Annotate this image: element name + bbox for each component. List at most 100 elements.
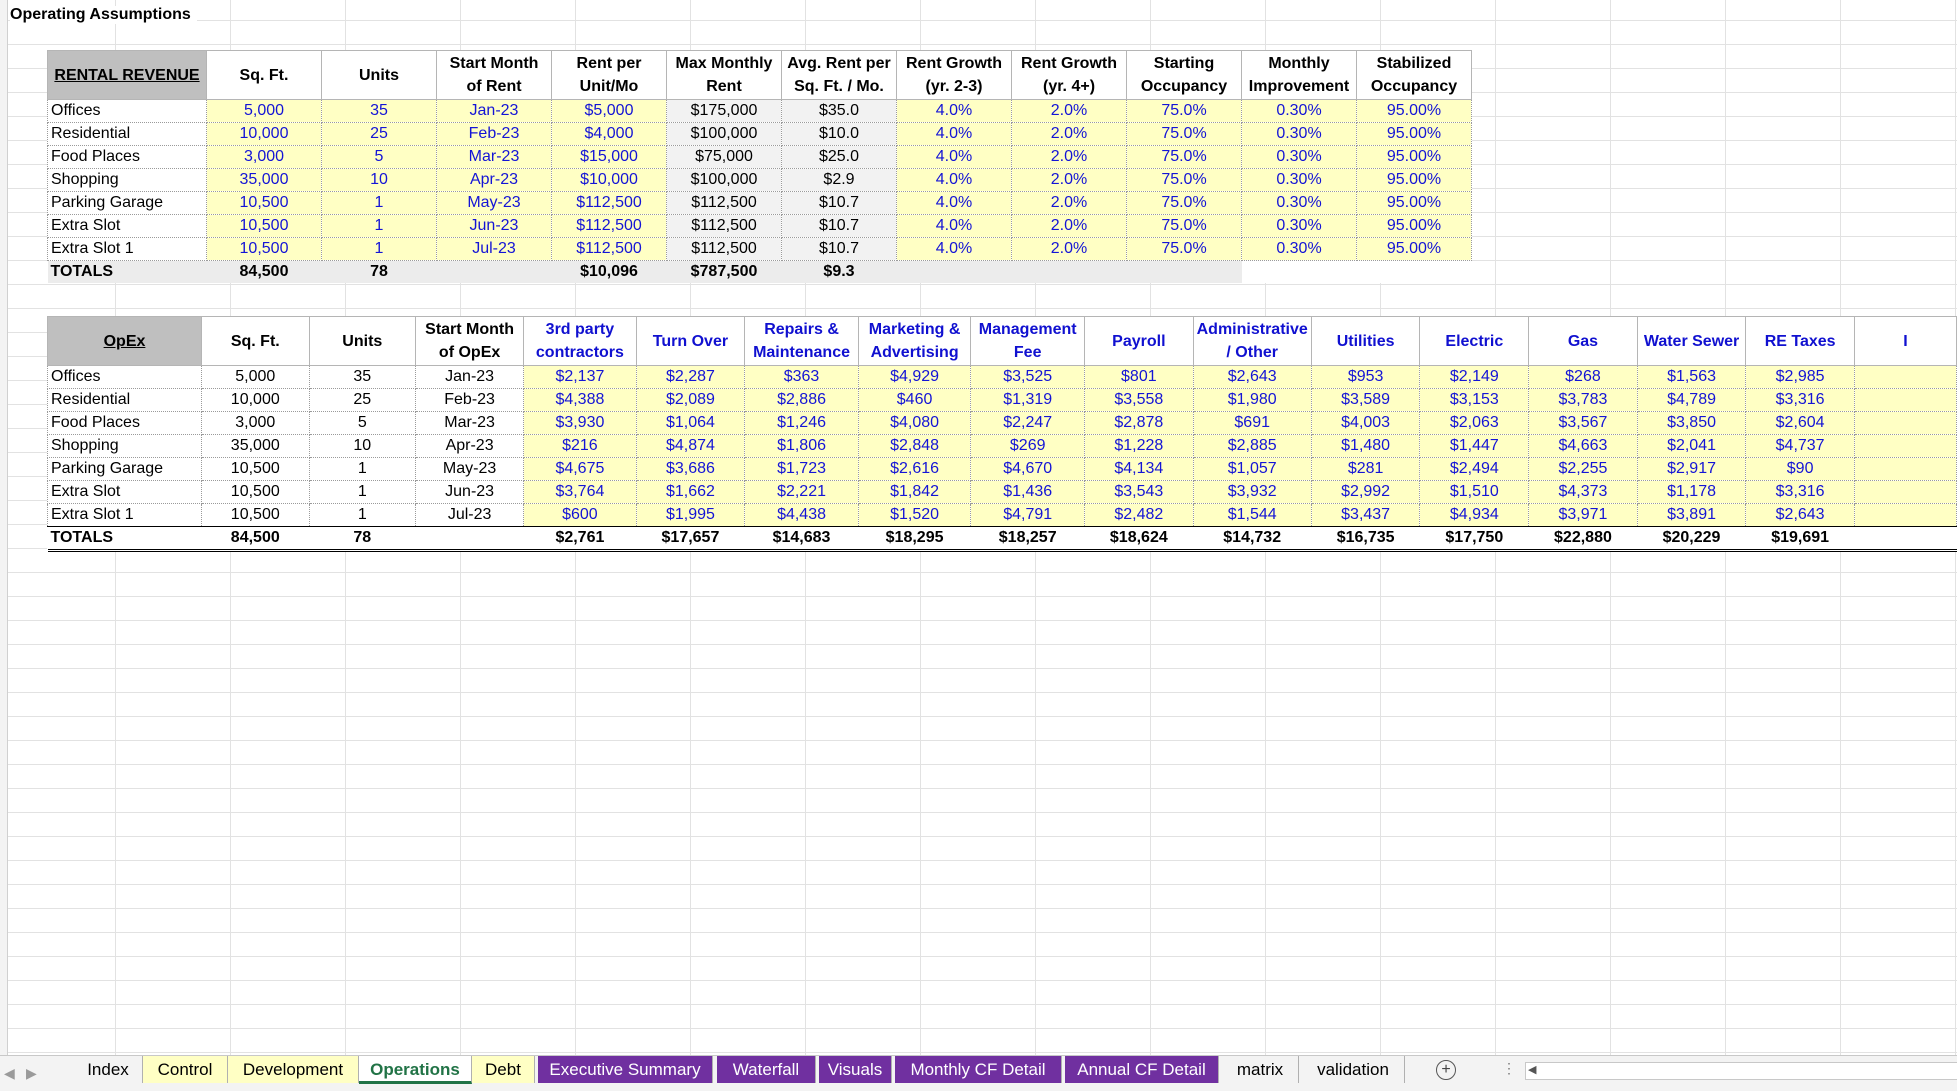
opex-row-label[interactable]: Extra Slot 1 [47,503,202,527]
revenue-cell[interactable]: 4.0% [896,145,1012,169]
revenue-cell[interactable]: 1 [321,237,437,261]
opex-cell[interactable]: $1,178 [1636,480,1747,504]
revenue-cell[interactable]: 10,500 [206,191,322,215]
totals-cell[interactable]: $787,500 [666,260,782,283]
opex-cell[interactable]: $3,971 [1528,503,1638,527]
revenue-cell[interactable]: 0.30% [1241,122,1357,146]
totals-cell[interactable] [436,260,552,283]
opex-cell[interactable]: $269 [970,434,1086,458]
opex-header-cell[interactable]: OpEx [47,316,202,366]
revenue-cell[interactable]: 10 [321,168,437,192]
opex-cell[interactable]: Mar-23 [415,411,525,435]
totals-cell[interactable] [1854,526,1957,552]
revenue-cell[interactable]: 2.0% [1011,214,1127,238]
opex-cell[interactable]: $2,287 [635,365,746,389]
revenue-header-cell[interactable]: Stabilized Occupancy [1356,50,1472,100]
opex-cell[interactable]: $3,589 [1310,388,1421,412]
revenue-row-label[interactable]: Extra Slot 1 [47,237,207,261]
opex-cell[interactable]: $953 [1310,365,1421,389]
opex-row-label[interactable]: Extra Slot [47,480,202,504]
revenue-cell[interactable]: Jan-23 [436,99,552,123]
opex-cell[interactable]: $3,764 [523,480,637,504]
opex-cell[interactable]: $3,932 [1192,480,1312,504]
opex-cell[interactable]: $3,437 [1310,503,1421,527]
opex-cell[interactable]: May-23 [415,457,525,481]
revenue-cell[interactable]: $100,000 [666,168,782,192]
totals-cell[interactable] [415,526,524,552]
opex-cell[interactable]: $2,494 [1419,457,1530,481]
opex-cell[interactable]: $801 [1084,365,1194,389]
revenue-header-cell[interactable]: Start Month of Rent [436,50,552,100]
tab-debt[interactable]: Debt [472,1056,535,1083]
tab-monthly-cf-detail[interactable]: Monthly CF Detail [895,1056,1062,1083]
tab-matrix[interactable]: matrix [1222,1056,1299,1083]
revenue-cell[interactable]: 10,500 [206,214,322,238]
opex-cell[interactable]: $2,885 [1192,434,1312,458]
revenue-cell[interactable]: 5,000 [206,99,322,123]
opex-header-cell[interactable]: Administrative / Other [1192,316,1312,366]
opex-cell[interactable]: $1,480 [1310,434,1421,458]
opex-cell[interactable]: $4,134 [1084,457,1194,481]
opex-cell[interactable]: Jul-23 [415,503,525,527]
opex-header-cell[interactable]: Marketing & Advertising [857,316,972,366]
opex-cell[interactable]: $4,737 [1745,434,1855,458]
totals-cell[interactable] [1356,260,1472,283]
totals-cell[interactable]: 84,500 [206,260,322,283]
opex-cell[interactable]: $1,544 [1192,503,1312,527]
opex-cell[interactable]: $2,255 [1528,457,1638,481]
revenue-cell[interactable]: Jun-23 [436,214,552,238]
totals-cell[interactable]: 78 [321,260,437,283]
opex-cell[interactable]: $2,917 [1636,457,1747,481]
opex-cell[interactable]: $2,886 [744,388,859,412]
opex-cell[interactable]: $1,319 [970,388,1086,412]
revenue-cell[interactable]: $25.0 [781,145,897,169]
opex-cell[interactable]: $2,992 [1310,480,1421,504]
revenue-cell[interactable]: $175,000 [666,99,782,123]
opex-cell[interactable]: $3,558 [1084,388,1194,412]
revenue-cell[interactable]: 95.00% [1356,237,1472,261]
opex-cell[interactable] [1853,388,1957,412]
revenue-header-cell[interactable]: Units [321,50,437,100]
totals-cell[interactable] [1126,260,1242,283]
revenue-cell[interactable]: 5 [321,145,437,169]
opex-header-cell[interactable]: Payroll [1084,316,1194,366]
revenue-cell[interactable]: 2.0% [1011,191,1127,215]
revenue-cell[interactable]: $112,500 [551,214,667,238]
revenue-header-cell[interactable]: Monthly Improvement [1241,50,1357,100]
opex-cell[interactable]: 10,500 [200,480,310,504]
opex-cell[interactable]: 10,500 [200,503,310,527]
opex-cell[interactable]: $268 [1528,365,1638,389]
opex-cell[interactable]: $3,783 [1528,388,1638,412]
opex-header-cell[interactable]: Electric [1419,316,1530,366]
opex-cell[interactable]: $4,675 [523,457,637,481]
opex-row-label[interactable]: Food Places [47,411,202,435]
opex-cell[interactable]: $3,930 [523,411,637,435]
revenue-cell[interactable]: 35 [321,99,437,123]
revenue-cell[interactable]: 2.0% [1011,122,1127,146]
scroll-tabs-left-icon[interactable]: ◀ [4,1065,15,1081]
totals-cell[interactable]: $14,683 [744,526,859,552]
opex-cell[interactable]: $1,980 [1192,388,1312,412]
revenue-cell[interactable]: 95.00% [1356,191,1472,215]
tab-operations[interactable]: Operations [359,1056,472,1084]
opex-cell[interactable]: $2,985 [1745,365,1855,389]
totals-cell[interactable]: $22,880 [1528,526,1638,552]
opex-cell[interactable]: Apr-23 [415,434,525,458]
revenue-cell[interactable]: $112,500 [666,191,782,215]
revenue-cell[interactable]: 95.00% [1356,122,1472,146]
revenue-cell[interactable]: 4.0% [896,237,1012,261]
opex-cell[interactable]: $1,447 [1419,434,1530,458]
revenue-cell[interactable]: $75,000 [666,145,782,169]
revenue-cell[interactable]: 95.00% [1356,214,1472,238]
revenue-row-label[interactable]: Offices [47,99,207,123]
tab-visuals[interactable]: Visuals [819,1056,892,1083]
opex-header-cell[interactable]: Management Fee [970,316,1086,366]
opex-cell[interactable]: $3,567 [1528,411,1638,435]
revenue-cell[interactable]: $5,000 [551,99,667,123]
opex-cell[interactable]: 5,000 [200,365,310,389]
opex-cell[interactable]: $1,662 [635,480,746,504]
revenue-cell[interactable]: Mar-23 [436,145,552,169]
tab-executive-summary[interactable]: Executive Summary [538,1056,713,1083]
opex-cell[interactable]: $1,723 [744,457,859,481]
opex-row-label[interactable]: Parking Garage [47,457,202,481]
